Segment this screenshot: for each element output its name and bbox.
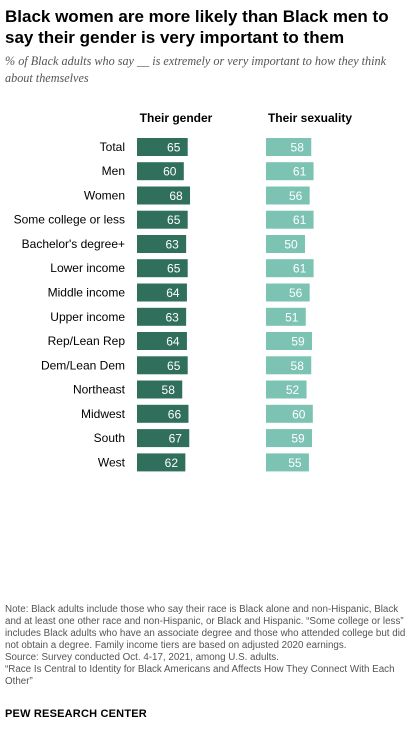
value-label-sexuality: 59 <box>291 335 305 349</box>
bar-sexuality <box>266 283 310 302</box>
bar-sexuality <box>266 138 312 156</box>
source-text: Source: Survey conducted Oct. 4-17, 2021… <box>5 652 279 663</box>
value-label-gender: 58 <box>162 383 176 397</box>
bar-gender <box>137 332 187 350</box>
bar-sexuality <box>266 210 314 229</box>
bar-sexuality <box>266 186 310 205</box>
category-label: West <box>98 455 126 469</box>
category-label: Women <box>84 189 125 203</box>
bar-gender <box>137 380 183 399</box>
value-label-gender: 65 <box>167 359 181 373</box>
bar-gender <box>137 210 188 229</box>
category-label: Midwest <box>81 407 126 421</box>
value-label-sexuality: 61 <box>293 213 307 227</box>
category-label: Lower income <box>50 261 125 275</box>
category-label: Dem/Lean Dem <box>41 358 125 372</box>
bar-sexuality <box>266 453 309 472</box>
bar-gender <box>137 283 187 302</box>
value-label-sexuality: 55 <box>288 456 302 470</box>
value-label-sexuality: 60 <box>292 407 306 421</box>
value-label-gender: 68 <box>169 189 183 203</box>
bar-gender <box>137 307 187 326</box>
bar-gender <box>137 356 188 375</box>
bar-sexuality <box>266 404 313 423</box>
value-label-sexuality: 56 <box>289 286 303 300</box>
bar-gender <box>137 162 184 181</box>
bar-gender <box>137 453 186 472</box>
category-label: Men <box>102 164 125 178</box>
bar-sexuality <box>266 332 313 350</box>
bar-sexuality <box>266 235 305 253</box>
bar-gender <box>137 235 187 253</box>
category-label: Upper income <box>50 310 125 324</box>
value-label-gender: 62 <box>165 456 179 470</box>
category-label: South <box>94 431 125 445</box>
value-label-sexuality: 51 <box>285 310 299 324</box>
organization-logo-text: PEW RESEARCH CENTER <box>5 708 147 720</box>
chart-subtitle: % of Black adults who say __ is extremel… <box>5 54 387 85</box>
value-label-sexuality: 58 <box>291 141 305 155</box>
category-label: Rep/Lean Rep <box>48 334 126 348</box>
bar-sexuality <box>266 356 312 375</box>
category-label: Some college or less <box>14 213 125 227</box>
bar-sexuality <box>266 429 313 448</box>
column-header-sexuality: Their sexuality <box>268 111 352 125</box>
value-label-gender: 60 <box>163 165 177 179</box>
bar-gender <box>137 259 188 278</box>
chart-notes: Note: Black adults include those who say… <box>5 604 415 688</box>
report-title-text: “Race Is Central to Identity for Black A… <box>5 664 395 687</box>
value-label-gender: 67 <box>169 432 183 446</box>
bar-gender <box>137 186 191 205</box>
note-text: Note: Black adults include those who say… <box>5 604 406 651</box>
bar-sexuality <box>266 162 314 181</box>
value-label-gender: 64 <box>166 335 180 349</box>
value-label-gender: 65 <box>167 141 181 155</box>
bar-sexuality <box>266 380 307 399</box>
value-label-gender: 65 <box>167 213 181 227</box>
value-label-gender: 63 <box>165 238 179 252</box>
category-label: Total <box>100 140 125 154</box>
value-label-gender: 63 <box>165 310 179 324</box>
value-label-gender: 66 <box>168 407 182 421</box>
bar-sexuality <box>266 259 314 278</box>
category-label: Bachelor's degree+ <box>22 237 125 251</box>
value-label-gender: 64 <box>166 286 180 300</box>
chart-title: Black women are more likely than Black m… <box>5 7 389 47</box>
value-label-sexuality: 52 <box>286 383 300 397</box>
bar-chart: Their gender Their sexuality Total 65 58 Men 6… <box>14 111 352 472</box>
category-label: Middle income <box>48 286 126 300</box>
bar-gender <box>137 429 190 448</box>
value-label-sexuality: 61 <box>293 165 307 179</box>
value-label-sexuality: 56 <box>289 189 303 203</box>
column-header-gender: Their gender <box>140 111 213 125</box>
category-label: Northeast <box>73 383 126 397</box>
value-label-sexuality: 61 <box>293 262 307 276</box>
bar-sexuality <box>266 307 306 326</box>
value-label-sexuality: 59 <box>291 432 305 446</box>
value-label-gender: 65 <box>167 262 181 276</box>
value-label-sexuality: 50 <box>284 238 298 252</box>
value-label-sexuality: 58 <box>291 359 305 373</box>
bar-gender <box>137 138 188 156</box>
bar-gender <box>137 404 189 423</box>
